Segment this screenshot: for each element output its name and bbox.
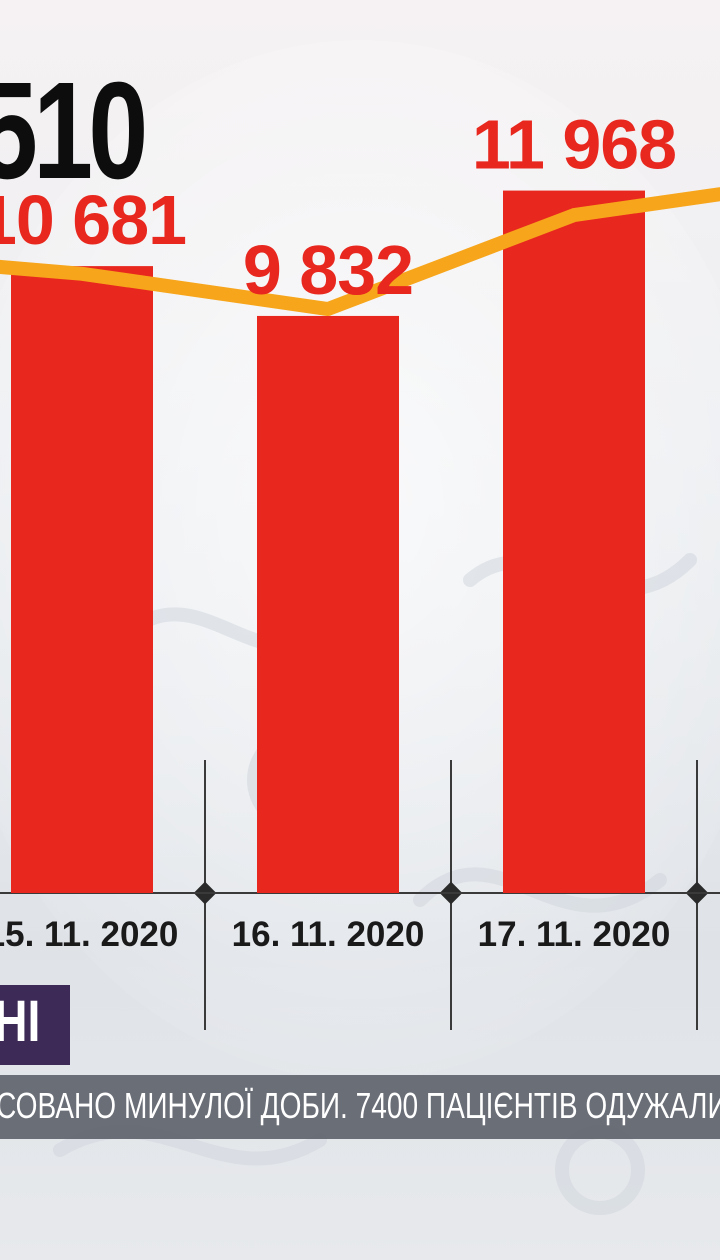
bar-value-label: 10 681 <box>0 181 186 259</box>
x-tick-label: 15. 11. 2020 <box>0 915 178 954</box>
news-ticker-text: совано минулої доби. 7400 пацієнтів одуж… <box>0 1085 720 1126</box>
bar <box>11 266 153 894</box>
bar-value-label: 11 968 <box>472 106 676 184</box>
news-ticker: совано минулої доби. 7400 пацієнтів одуж… <box>0 1075 720 1139</box>
bar <box>257 315 399 893</box>
lower-third-tag: НІ <box>0 985 70 1065</box>
x-tick-label: 17. 11. 2020 <box>478 915 671 954</box>
trend-line <box>0 187 720 317</box>
headline-number: 510 <box>0 54 148 208</box>
x-tick-label: 16. 11. 2020 <box>232 915 425 954</box>
bar-value-label: 9 832 <box>243 231 413 309</box>
bar <box>503 190 645 894</box>
lower-third-tag-text: НІ <box>0 989 41 1054</box>
